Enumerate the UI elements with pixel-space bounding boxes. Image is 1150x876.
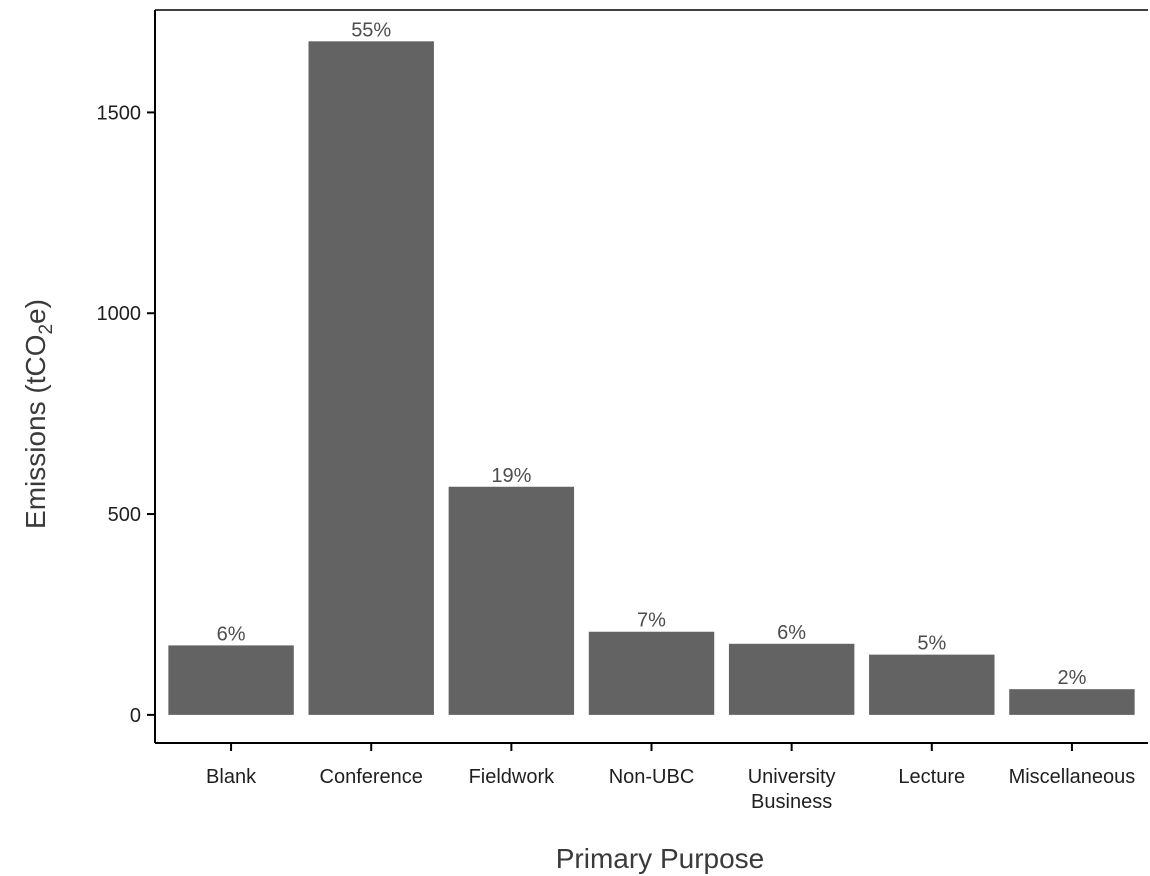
x-tick-label-blank: Blank [206, 766, 257, 788]
bar-conference [308, 41, 434, 715]
y-ticks-layer: 0 500 1000 1500 [97, 102, 155, 727]
bar-miscellaneous [1009, 689, 1135, 715]
bar-fieldwork [448, 486, 575, 715]
x-tick-label-line: Conference [320, 766, 423, 788]
data-label-blank: 6% [217, 623, 246, 645]
y-tick-label-500: 500 [108, 504, 141, 526]
data-label-lecture: 5% [917, 633, 946, 655]
x-tick-label-non-ubc: Non-UBC [609, 766, 695, 788]
x-axis-title: Primary Purpose [556, 843, 765, 874]
x-tick-label-line: Miscellaneous [1009, 766, 1136, 788]
data-label-fieldwork: 19% [491, 465, 531, 487]
x-tick-label-lecture: Lecture [898, 766, 965, 788]
bar-university-business [728, 643, 855, 715]
data-label-miscellaneous: 2% [1057, 667, 1086, 689]
x-tick-label-line: Blank [206, 766, 257, 788]
y-axis-title-subscript: 2 [36, 324, 57, 335]
y-axis-title-prefix: Emissions (tCO [20, 335, 51, 529]
data-labels-layer: 6% 55% 19% 7% 6% 5% 2% [217, 19, 1087, 689]
bars-layer [168, 41, 1135, 715]
x-tick-label-line: Fieldwork [469, 766, 556, 788]
bar-non-ubc [588, 631, 715, 715]
x-tick-label-conference: Conference [320, 766, 423, 788]
y-tick-label-0: 0 [130, 705, 141, 727]
y-tick-label-1000: 1000 [97, 303, 142, 325]
x-tick-label-line: Business [751, 791, 832, 813]
bar-blank [168, 645, 294, 715]
x-tick-label-line: Lecture [898, 766, 965, 788]
x-tick-label-line: University [748, 766, 836, 788]
x-tick-label-line: Non-UBC [609, 766, 695, 788]
data-label-conference: 55% [351, 19, 391, 41]
x-tick-label-university-business: University Business [748, 766, 836, 813]
y-tick-label-1500: 1500 [97, 102, 142, 124]
x-ticks-layer: Blank Conference Fieldwork Non-UBC Universit… [206, 743, 1135, 813]
y-axis-title: Emissions (tCO2e) [20, 299, 57, 529]
data-label-university-business: 6% [777, 622, 806, 644]
data-label-non-ubc: 7% [637, 610, 666, 632]
y-axis-title-suffix: e) [20, 299, 51, 324]
x-tick-label-fieldwork: Fieldwork [469, 766, 556, 788]
x-tick-label-miscellaneous: Miscellaneous [1009, 766, 1136, 788]
bar-lecture [869, 654, 995, 715]
